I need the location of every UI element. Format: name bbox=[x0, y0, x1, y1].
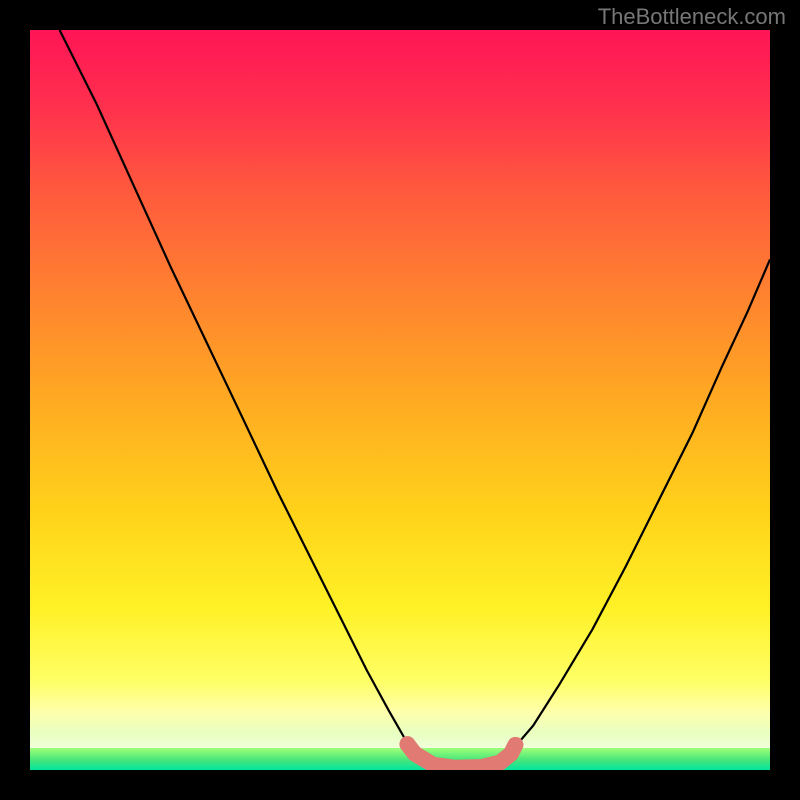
plot-area bbox=[30, 30, 770, 770]
curve-right bbox=[511, 259, 770, 751]
curves-layer bbox=[30, 30, 770, 770]
watermark-text: TheBottleneck.com bbox=[598, 4, 786, 30]
highlight-stroke bbox=[407, 744, 515, 768]
chart-container: TheBottleneck.com bbox=[0, 0, 800, 800]
curve-left bbox=[60, 30, 414, 752]
